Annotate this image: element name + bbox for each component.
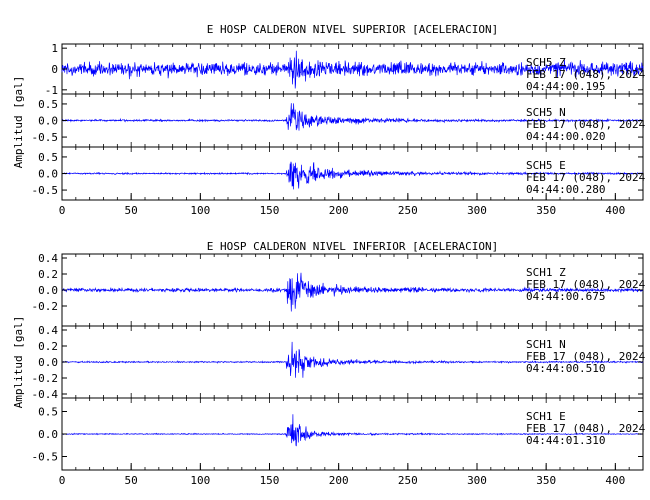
- y-tick-label: -0.5: [32, 451, 59, 464]
- x-tick-label: 300: [467, 474, 487, 487]
- y-tick-label: 0.5: [38, 406, 58, 419]
- panel-1: E HOSP CALDERON NIVEL SUPERIOR [ACELERAC…: [12, 23, 646, 217]
- x-tick-label: 350: [536, 474, 556, 487]
- y-axis-label: Amplitud [gal]: [12, 316, 25, 409]
- trace-channel-label: SCH1 Z: [526, 266, 566, 279]
- y-tick-label: 0.0: [38, 428, 58, 441]
- x-tick-label: 400: [605, 474, 625, 487]
- trace-time-label: 04:44:00.195: [526, 80, 605, 93]
- x-tick-label: 150: [260, 474, 280, 487]
- panel-title: E HOSP CALDERON NIVEL INFERIOR [ACELERAC…: [207, 240, 498, 253]
- y-axis-label: Amplitud [gal]: [12, 76, 25, 169]
- x-tick-label: 300: [467, 204, 487, 217]
- y-tick-label: 0.2: [38, 268, 58, 281]
- x-tick-label: 400: [605, 204, 625, 217]
- trace-time-label: 04:44:00.675: [526, 290, 605, 303]
- y-tick-label: 0.4: [38, 324, 58, 337]
- x-tick-label: 0: [59, 204, 66, 217]
- x-tick-label: 50: [125, 474, 138, 487]
- y-tick-label: -0.5: [32, 184, 59, 197]
- trace-channel-label: SCH5 Z: [526, 56, 566, 69]
- trace-date-label: FEB 17 (048), 2024: [526, 171, 646, 184]
- waveform-line: [61, 50, 644, 89]
- panel-2: E HOSP CALDERON NIVEL INFERIOR [ACELERAC…: [12, 240, 646, 487]
- x-tick-label: 50: [125, 204, 138, 217]
- trace-channel-label: SCH5 E: [526, 159, 566, 172]
- waveform-line: [61, 272, 644, 312]
- x-tick-label: 250: [398, 474, 418, 487]
- y-tick-label: 0.5: [38, 151, 58, 164]
- trace-date-label: FEB 17 (048), 2024: [526, 422, 646, 435]
- x-tick-label: 100: [190, 204, 210, 217]
- waveform-line: [61, 414, 644, 447]
- x-tick-label: 200: [329, 204, 349, 217]
- y-tick-label: 0.5: [38, 98, 58, 111]
- panel-title: E HOSP CALDERON NIVEL SUPERIOR [ACELERAC…: [207, 23, 498, 36]
- trace-channel-label: SCH5 N: [526, 106, 566, 119]
- trace-date-label: FEB 17 (048), 2024: [526, 350, 646, 363]
- y-tick-label: 0.0: [38, 356, 58, 369]
- x-tick-label: 350: [536, 204, 556, 217]
- x-tick-label: 150: [260, 204, 280, 217]
- trace-time-label: 04:44:01.310: [526, 434, 605, 447]
- trace-time-label: 04:44:00.280: [526, 183, 605, 196]
- y-tick-label: -0.2: [32, 372, 59, 385]
- trace-date-label: FEB 17 (048), 2024: [526, 68, 646, 81]
- waveform-line: [61, 341, 644, 378]
- y-tick-label: 0.0: [38, 168, 58, 181]
- x-tick-label: 0: [59, 474, 66, 487]
- waveform-line: [61, 103, 644, 131]
- trace-time-label: 04:44:00.510: [526, 362, 605, 375]
- y-tick-label: 0.0: [38, 115, 58, 128]
- trace-date-label: FEB 17 (048), 2024: [526, 118, 646, 131]
- y-tick-label: 0: [51, 63, 58, 76]
- y-tick-label: 0.2: [38, 340, 58, 353]
- y-tick-label: -0.4: [32, 388, 59, 401]
- trace-channel-label: SCH1 E: [526, 410, 566, 423]
- trace-channel-label: SCH1 N: [526, 338, 566, 351]
- y-tick-label: -0.2: [32, 300, 59, 313]
- waveform-line: [62, 161, 644, 190]
- y-tick-label: 0.0: [38, 284, 58, 297]
- y-tick-label: -1: [45, 84, 58, 97]
- y-tick-label: -0.5: [32, 131, 59, 144]
- x-tick-label: 250: [398, 204, 418, 217]
- trace-date-label: FEB 17 (048), 2024: [526, 278, 646, 291]
- x-tick-label: 100: [190, 474, 210, 487]
- x-tick-label: 200: [329, 474, 349, 487]
- trace-time-label: 04:44:00.020: [526, 130, 605, 143]
- y-tick-label: 1: [51, 42, 58, 55]
- y-tick-label: 0.4: [38, 252, 58, 265]
